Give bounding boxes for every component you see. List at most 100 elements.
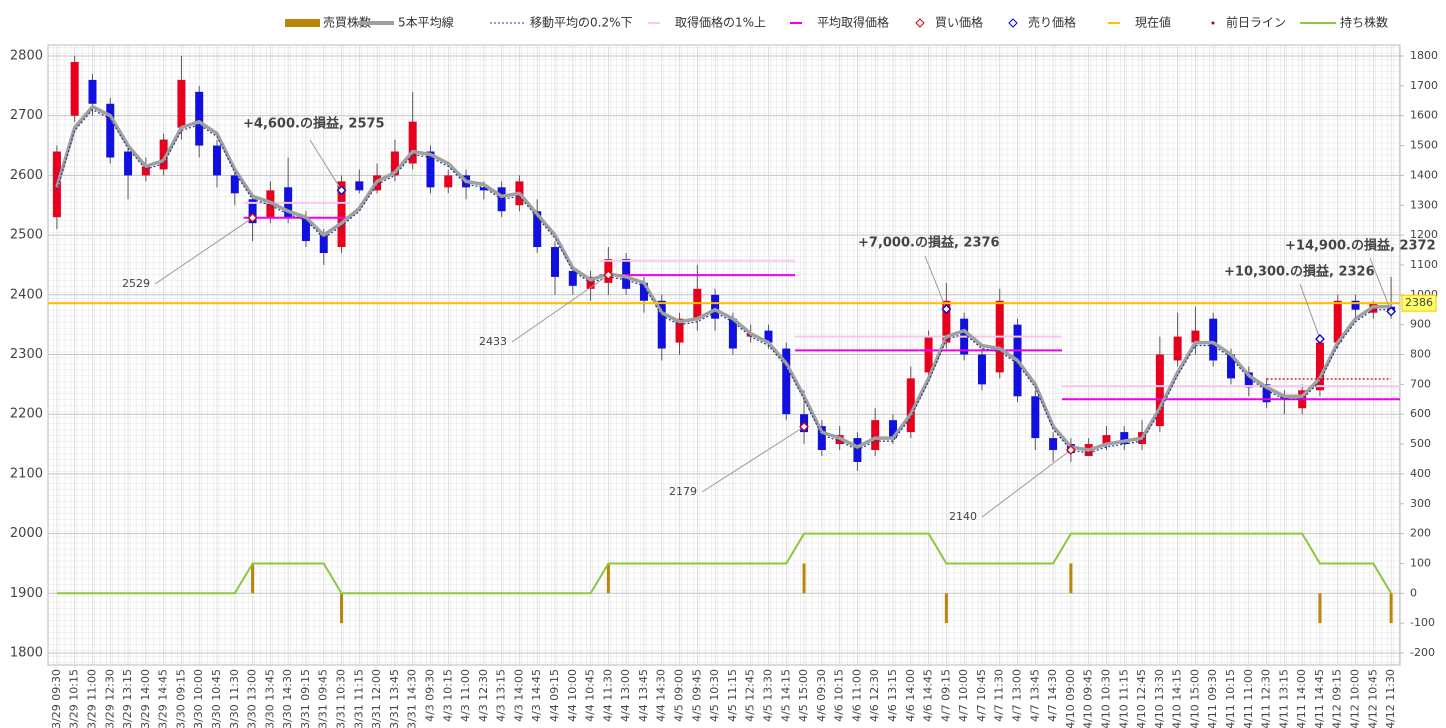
x-tick-label: 3/30 14:30 <box>281 669 294 728</box>
candle-body <box>408 121 417 164</box>
legend-swatch <box>1211 21 1215 25</box>
x-tick-label: 4/11 14:45 <box>1313 669 1326 728</box>
annotation-leader <box>981 449 1072 518</box>
legend-label: 移動平均の0.2%下 <box>530 16 633 30</box>
y2-tick-label: 1100 <box>1410 258 1438 271</box>
y2-tick-label: 800 <box>1410 348 1431 361</box>
candle-body <box>871 420 880 451</box>
annotation-leader <box>154 217 253 285</box>
candle-body <box>159 139 168 170</box>
x-tick-label: 4/6 10:15 <box>833 669 846 722</box>
candle-body <box>1209 318 1218 361</box>
candle-body <box>1333 300 1342 343</box>
legend-swatch <box>285 19 320 27</box>
y2-tick-label: 100 <box>1410 556 1431 569</box>
y2-tick-label: 400 <box>1410 467 1431 480</box>
candle-body <box>141 166 150 176</box>
x-tick-label: 4/7 10:00 <box>957 669 970 722</box>
candle-body <box>782 348 791 415</box>
x-tick-label: 3/29 14:45 <box>157 669 170 728</box>
moving-average-line <box>55 104 1392 452</box>
x-tick-label: 4/4 13:45 <box>637 669 650 722</box>
legend-swatch <box>915 18 925 28</box>
candle-body <box>301 217 310 242</box>
x-tick-label: 4/5 15:00 <box>797 669 810 722</box>
x-tick-label: 3/30 13:45 <box>263 669 276 728</box>
profit-annotation: +14,900.の損益, 2372 <box>1285 238 1436 254</box>
candle-body <box>213 145 221 176</box>
candle-body <box>942 300 951 343</box>
x-tick-label: 3/30 10:00 <box>192 669 205 728</box>
x-tick-label: 4/3 14:00 <box>512 669 525 722</box>
y2-tick-label: 500 <box>1410 437 1431 450</box>
buy-price-label: 2433 <box>479 335 507 348</box>
y-tick-label: 2100 <box>10 466 43 481</box>
candle-body <box>1049 438 1058 451</box>
candle-body <box>1173 336 1182 361</box>
candle-body <box>230 175 239 194</box>
x-tick-label: 4/10 09:00 <box>1064 669 1077 728</box>
x-tick-label: 3/29 10:15 <box>68 669 81 728</box>
candle-body <box>355 181 364 191</box>
y2-tick-label: 200 <box>1410 527 1431 540</box>
candle-body <box>70 61 79 116</box>
y2-tick-label: 1300 <box>1410 198 1438 211</box>
trade-bar <box>944 593 948 624</box>
candle-body <box>906 378 915 433</box>
candle-body <box>1262 384 1271 403</box>
x-tick-label: 4/3 12:30 <box>477 669 490 722</box>
x-tick-label: 4/4 09:15 <box>548 669 561 722</box>
y-tick-label: 2500 <box>10 228 43 243</box>
y-tick-label: 2000 <box>10 526 43 541</box>
trade-marker <box>799 421 809 432</box>
buy-price-label: 2140 <box>949 510 977 523</box>
y2-tick-label: 1200 <box>1410 228 1438 241</box>
x-tick-label: 4/12 10:45 <box>1366 669 1379 728</box>
trade-bar <box>251 563 255 594</box>
candle-body <box>711 294 720 319</box>
trade-marker <box>1386 306 1397 317</box>
x-tick-label: 3/29 09:30 <box>50 669 63 728</box>
x-tick-label: 4/12 10:00 <box>1349 669 1362 728</box>
candle-body <box>390 151 399 176</box>
legend-label: 持ち株数 <box>1340 15 1388 30</box>
trade-bar <box>1389 593 1393 624</box>
x-tick-label: 3/29 11:00 <box>85 669 98 728</box>
x-tick-label: 4/6 14:00 <box>904 669 917 722</box>
x-tick-label: 4/3 11:00 <box>459 669 472 722</box>
y2-tick-label: 900 <box>1410 318 1431 331</box>
x-tick-label: 3/29 13:15 <box>121 669 134 728</box>
trade-bar <box>802 563 806 594</box>
y-tick-label: 2800 <box>10 49 43 64</box>
x-tick-label: 3/30 10:45 <box>210 669 223 728</box>
candle-body <box>728 318 737 349</box>
y-tick-label: 1900 <box>10 586 43 601</box>
x-tick-label: 3/31 09:15 <box>299 669 312 728</box>
x-tick-label: 4/11 14:00 <box>1295 669 1308 728</box>
trade-marker <box>941 304 952 315</box>
candle-body <box>1155 354 1164 427</box>
x-tick-label: 4/5 10:30 <box>708 669 721 722</box>
x-tick-label: 4/10 09:45 <box>1082 669 1095 728</box>
x-tick-label: 4/10 13:30 <box>1153 669 1166 728</box>
x-tick-label: 4/7 11:30 <box>993 669 1006 722</box>
x-tick-label: 4/5 09:00 <box>673 669 686 722</box>
x-tick-label: 4/7 14:30 <box>1046 669 1059 722</box>
profit-annotation: +7,000.の損益, 2376 <box>858 235 1000 251</box>
x-tick-label: 3/31 10:30 <box>335 669 348 728</box>
x-tick-label: 4/6 12:30 <box>868 669 881 722</box>
y-tick-label: 1800 <box>10 646 43 661</box>
legend-label: 前日ライン <box>1226 15 1286 30</box>
annotation-leader <box>924 255 947 310</box>
candle-body <box>764 330 773 343</box>
candle-body <box>533 211 542 248</box>
x-tick-label: 3/31 09:45 <box>317 669 330 728</box>
y2-tick-label: 300 <box>1410 497 1431 510</box>
candle-body <box>1191 330 1200 343</box>
x-tick-label: 4/12 11:30 <box>1384 669 1397 728</box>
x-tick-label: 4/5 14:15 <box>779 669 792 722</box>
y-tick-label: 2200 <box>10 407 43 422</box>
y-tick-label: 2300 <box>10 347 43 362</box>
x-tick-label: 4/3 14:45 <box>530 669 543 722</box>
